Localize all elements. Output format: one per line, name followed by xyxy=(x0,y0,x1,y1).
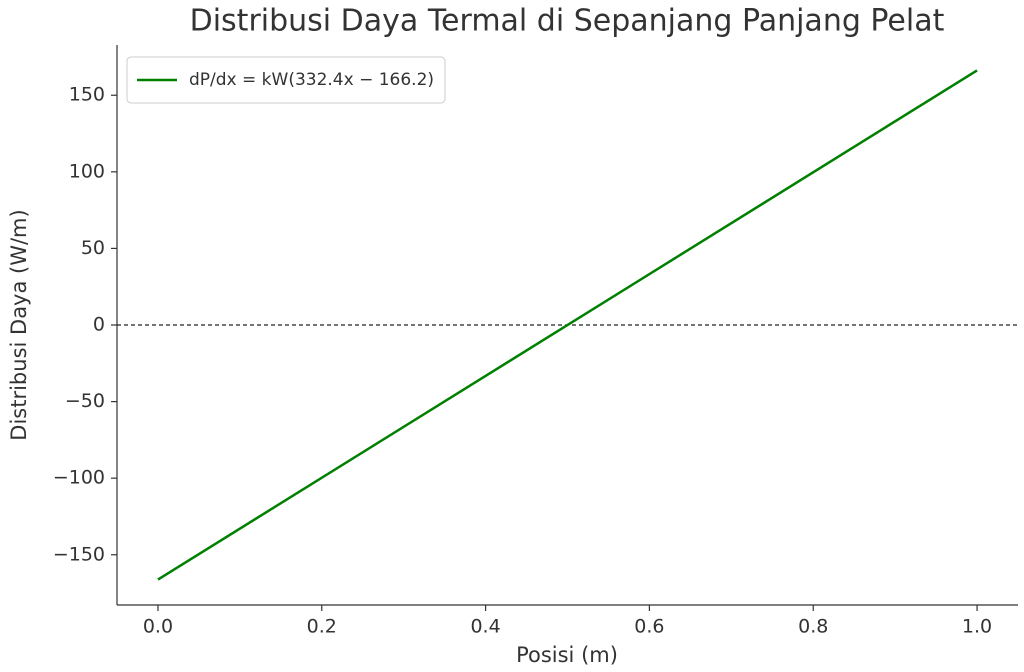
x-tick-label: 0.0 xyxy=(143,616,173,638)
legend-label: dP/dx = kW(332.4x − 166.2) xyxy=(189,70,434,90)
y-axis-label: Distribusi Daya (W/m) xyxy=(7,209,31,440)
x-tick-label: 0.2 xyxy=(307,616,337,638)
y-tick-label: 150 xyxy=(69,84,105,106)
x-tick-label: 0.8 xyxy=(798,616,828,638)
y-tick-label: −150 xyxy=(53,543,105,565)
data-line xyxy=(157,69,978,581)
x-axis-label: Posisi (m) xyxy=(516,643,618,667)
x-tick-label: 0.6 xyxy=(634,616,664,638)
y-tick-label: −50 xyxy=(65,390,105,412)
y-tick-label: 50 xyxy=(81,237,105,259)
y-tick-label: 100 xyxy=(69,160,105,182)
y-tick-label: 0 xyxy=(93,314,105,336)
x-tick-label: 0.4 xyxy=(470,616,500,638)
y-tick-label: −100 xyxy=(53,467,105,489)
chart-title: Distribusi Daya Termal di Sepanjang Panj… xyxy=(190,4,945,39)
legend-box xyxy=(126,56,446,104)
x-tick-label: 1.0 xyxy=(962,616,992,638)
